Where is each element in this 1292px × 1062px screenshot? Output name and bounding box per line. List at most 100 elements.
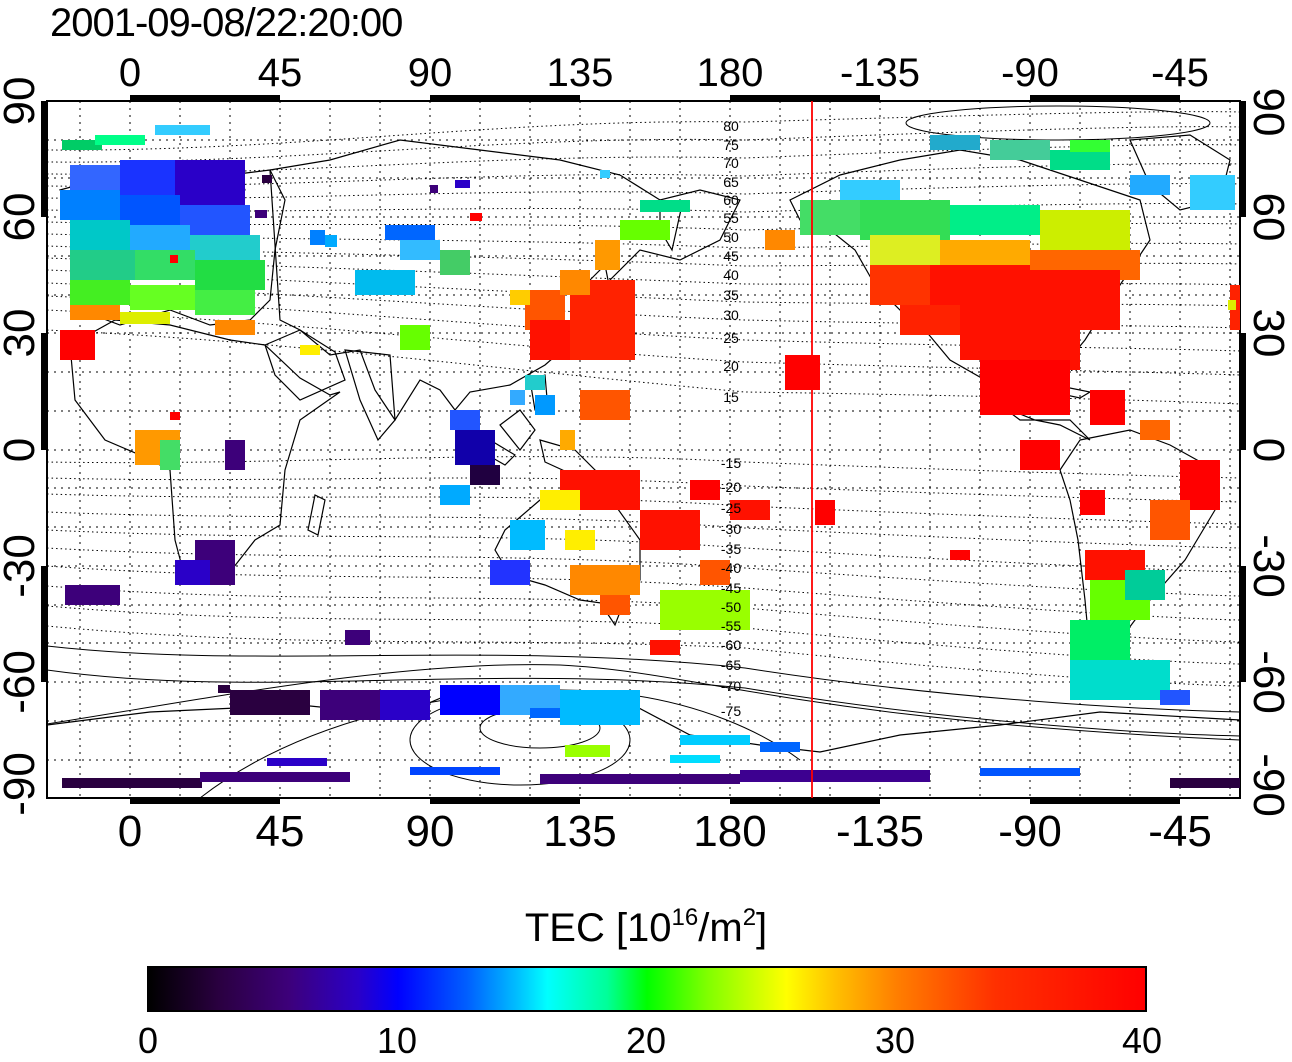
- tec-cell: [980, 768, 1080, 776]
- tec-cell: [130, 285, 195, 310]
- tec-cell: [980, 360, 1070, 415]
- y-axis-right-labels: 90 60 30 0 -30 -60 -90: [1244, 88, 1292, 817]
- tec-cell: [155, 125, 210, 135]
- x-axis-top-labels: 0 45 90 135 180 -135 -90 -45: [119, 51, 1209, 95]
- colorbar: [147, 966, 1147, 1012]
- contour-label: 20: [723, 358, 739, 374]
- tec-cell: [595, 240, 620, 270]
- tec-cell: [765, 230, 795, 250]
- x-tick-label: 135: [547, 51, 614, 95]
- tec-cell: [120, 312, 170, 324]
- tec-cell: [600, 595, 630, 615]
- y-tick-label: 90: [1244, 88, 1292, 137]
- tec-cell: [225, 440, 245, 470]
- tec-cell: [785, 355, 820, 390]
- tec-cell: [470, 213, 482, 221]
- tec-cell: [640, 510, 700, 550]
- tec-cell: [60, 330, 95, 360]
- contour-label: -35: [721, 541, 741, 557]
- tec-cell: [1070, 620, 1130, 660]
- tec-cell: [215, 320, 255, 335]
- tec-cell: [385, 225, 435, 240]
- tec-cell: [540, 490, 580, 510]
- x-tick-label: -45: [1151, 51, 1209, 95]
- tec-cell: [135, 250, 195, 280]
- tec-cell: [660, 590, 750, 630]
- tec-cell: [510, 390, 525, 405]
- tec-cell: [195, 290, 255, 315]
- x-tick-label: 90: [406, 807, 455, 856]
- x-tick-label: -135: [836, 807, 924, 856]
- axis-bars: [41, 95, 1246, 804]
- contour-label: 15: [723, 389, 739, 405]
- tec-cell: [1150, 500, 1190, 540]
- contour-label: 25: [723, 330, 739, 346]
- x-axis-bottom-labels: 0 45 90 135 180 -135 -90 -45: [118, 807, 1212, 856]
- tec-cell: [255, 210, 267, 218]
- tec-cell: [62, 778, 202, 788]
- contour-label: 65: [723, 174, 739, 190]
- tec-cell: [380, 690, 430, 720]
- y-tick-label: -30: [0, 534, 44, 598]
- contour-label: -75: [721, 703, 741, 719]
- colorbar-label: TEC [1016/m2]: [0, 906, 1292, 951]
- tec-cell: [560, 270, 590, 295]
- contour-label: -50: [721, 599, 741, 615]
- y-tick-label: 30: [0, 309, 44, 358]
- contour-label: -30: [721, 521, 741, 537]
- tec-cell: [930, 135, 980, 150]
- tec-cell: [570, 565, 640, 595]
- tec-cell: [180, 205, 250, 235]
- tec-cell: [490, 560, 530, 585]
- tec-cell: [525, 375, 545, 390]
- tec-cell: [1070, 140, 1110, 152]
- tec-cell: [815, 500, 835, 525]
- tec-cell: [345, 630, 370, 645]
- tec-cell: [95, 135, 145, 145]
- tec-cell: [540, 774, 740, 784]
- tec-cell: [355, 270, 415, 295]
- x-tick-label: -90: [1001, 51, 1059, 95]
- tec-cell: [730, 500, 770, 520]
- tec-cell: [170, 255, 178, 263]
- y-tick-label: 60: [1244, 193, 1292, 242]
- tec-cell: [450, 410, 480, 430]
- tec-cell: [430, 185, 438, 193]
- tec-cell: [860, 200, 950, 240]
- tec-cell: [990, 140, 1050, 160]
- contour-label: 30: [723, 307, 739, 323]
- tec-cell: [560, 430, 575, 450]
- tec-cell: [62, 140, 102, 150]
- tec-cell: [560, 690, 640, 725]
- tec-cell: [870, 265, 930, 305]
- tec-cell: [680, 735, 750, 745]
- contour-label: -60: [721, 637, 741, 653]
- x-tick-label: -135: [840, 51, 920, 95]
- y-tick-label: 0: [0, 438, 44, 462]
- tec-cell: [535, 395, 555, 415]
- tec-cell: [1160, 690, 1190, 705]
- tec-cell: [130, 225, 190, 250]
- tec-cell: [310, 230, 325, 245]
- x-tick-label: 45: [256, 807, 305, 856]
- tec-cell: [1050, 150, 1110, 170]
- tec-cell: [160, 440, 180, 470]
- contour-label: 55: [723, 210, 739, 226]
- tec-cell: [70, 250, 135, 280]
- contour-label: 45: [723, 248, 739, 264]
- tec-cell: [325, 235, 337, 247]
- x-tick-label: 180: [693, 807, 766, 856]
- tec-cell: [440, 685, 500, 715]
- tec-cell: [760, 742, 800, 752]
- tec-cell: [800, 200, 860, 235]
- tec-cell: [70, 220, 130, 250]
- tec-cell: [267, 758, 327, 766]
- tec-cell: [1070, 660, 1170, 700]
- tec-cell: [1125, 570, 1165, 600]
- colorbar-label-exponent-2: 2: [742, 904, 757, 931]
- tec-cell: [455, 180, 470, 188]
- contour-label: 60: [723, 192, 739, 208]
- x-tick-label: 45: [258, 51, 303, 95]
- y-tick-label: -60: [0, 650, 44, 714]
- tec-cell: [650, 640, 680, 655]
